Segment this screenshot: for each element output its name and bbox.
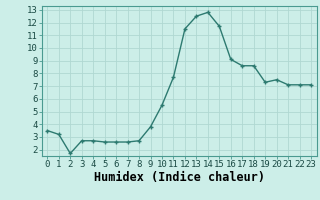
X-axis label: Humidex (Indice chaleur): Humidex (Indice chaleur) (94, 171, 265, 184)
